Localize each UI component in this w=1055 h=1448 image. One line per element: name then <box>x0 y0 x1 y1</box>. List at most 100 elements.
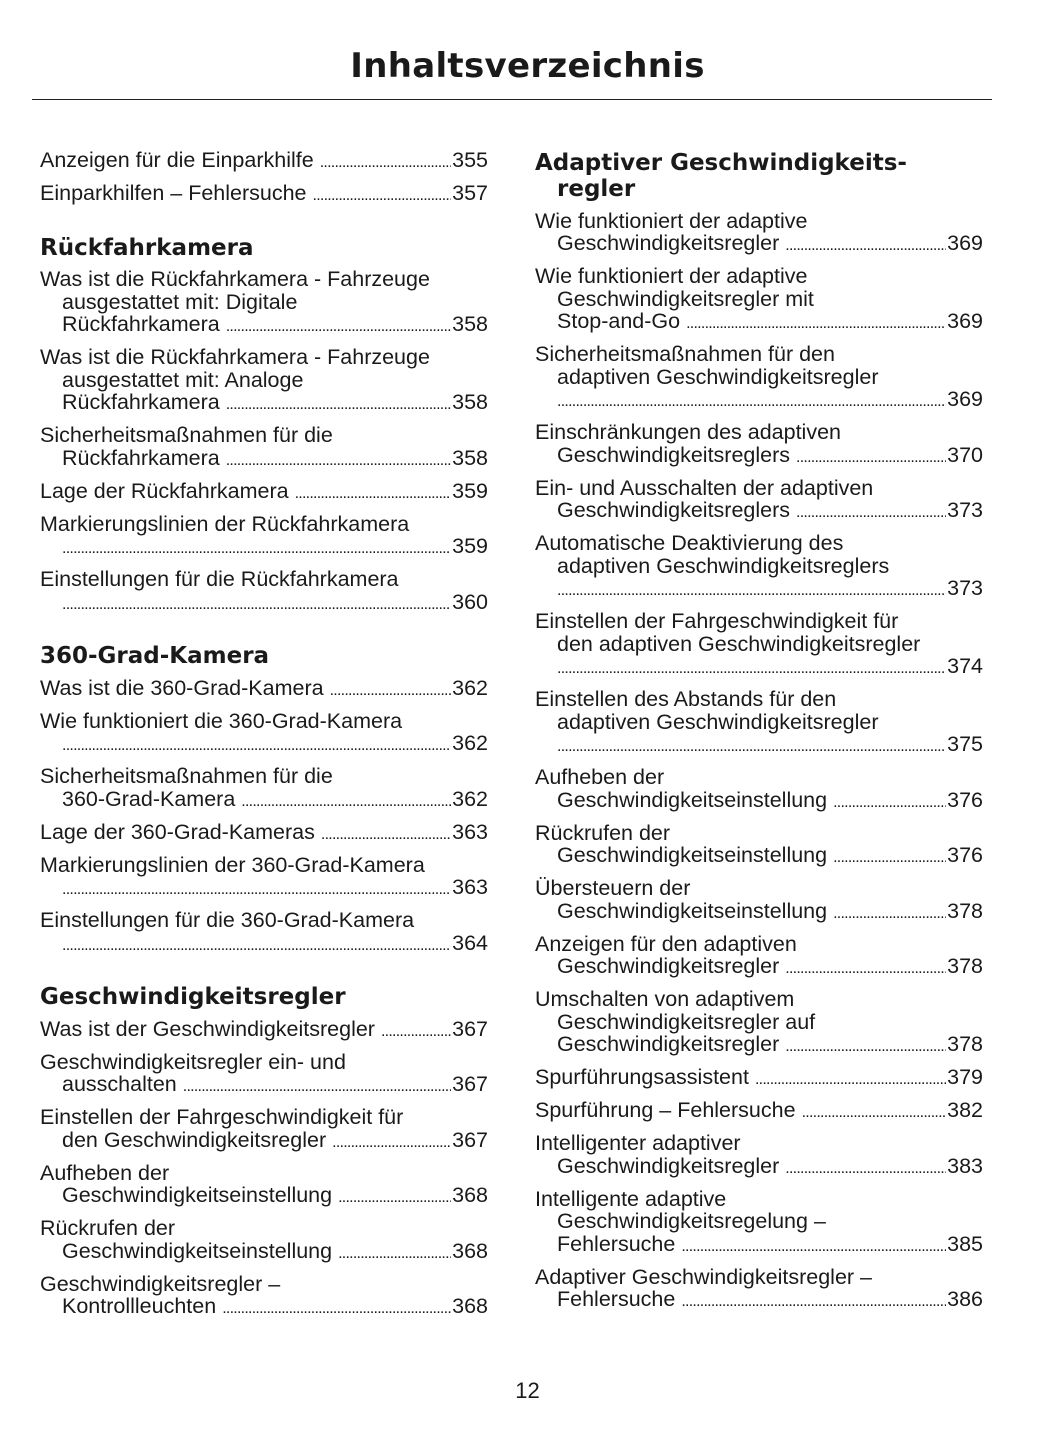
dot-leader <box>785 232 946 258</box>
toc-page-number[interactable]: 367 <box>452 1127 488 1152</box>
toc-entry[interactable]: Spurführung – Fehlersuche 382 <box>535 1099 983 1125</box>
toc-entry-text: Geschwindigkeitsregler <box>557 1032 780 1056</box>
toc-page-number[interactable]: 355 <box>452 148 488 172</box>
toc-entry[interactable]: Automatische Deaktivierung des adaptiven … <box>535 532 983 603</box>
toc-entry[interactable]: Lage der Rückfahrkamera 359 <box>40 478 488 506</box>
toc-page-number[interactable]: 378 <box>947 898 983 923</box>
toc-entry-text: den Geschwindigkeitsregler <box>62 1127 327 1152</box>
toc-page-number[interactable]: 369 <box>947 231 983 255</box>
toc-page-number[interactable]: 357 <box>452 181 488 205</box>
toc-page-number[interactable]: 376 <box>947 787 983 812</box>
toc-entry[interactable]: Markierungslinien der Rückfahrkamera 359 <box>40 512 488 561</box>
toc-entry[interactable]: Einstellungen für die 360-Grad-Kamera 364 <box>40 909 488 957</box>
toc-page-number[interactable]: 358 <box>452 312 488 336</box>
toc-page-number[interactable]: 358 <box>452 390 488 414</box>
toc-entry[interactable]: Anzeigen für die Einparkhilfe 355 <box>40 149 488 175</box>
toc-entry[interactable]: Was ist die Rückfahrkamera - Fahrzeuge au… <box>40 268 488 339</box>
toc-entry[interactable]: Übersteuern der Geschwindigkeitseinstellu… <box>535 877 983 925</box>
toc-page-number[interactable]: 358 <box>452 445 488 470</box>
toc-page-number[interactable]: 385 <box>947 1231 983 1256</box>
toc-page-number[interactable]: 374 <box>947 654 983 678</box>
toc-page-number[interactable]: 369 <box>947 309 983 333</box>
toc-entry[interactable]: Einstellungen für die Rückfahrkamera 360 <box>40 568 488 616</box>
dot-leader <box>557 733 946 759</box>
toc-page-number[interactable]: 378 <box>947 1032 983 1056</box>
dot-leader <box>833 844 946 870</box>
toc-entry[interactable]: Einparkhilfen – Fehlersuche 357 <box>40 182 488 208</box>
toc-page-number[interactable]: 373 <box>947 498 983 522</box>
toc-entry-text: Einschränkungen des adaptiven <box>535 420 841 444</box>
toc-entry[interactable]: Wie funktioniert der adaptive Geschwindig… <box>535 265 983 336</box>
toc-page-number[interactable]: 362 <box>452 786 488 811</box>
toc-entry[interactable]: Was ist der Geschwindigkeitsregler 367 <box>40 1016 488 1044</box>
toc-entry[interactable]: Sicherheitsmaßnahmen für den adaptiven Ge… <box>535 343 983 414</box>
toc-entry-last-line: ausschalten 367 <box>40 1073 488 1099</box>
toc-entry-text: Sicherheitsmaßnahmen für den <box>535 342 835 366</box>
dot-leader <box>785 955 946 981</box>
toc-page-number[interactable]: 373 <box>947 576 983 600</box>
dot-leader <box>332 1129 451 1155</box>
dot-leader <box>381 1018 451 1044</box>
toc-entry[interactable]: Sicherheitsmaßnahmen für die Rückfahrkame… <box>40 424 488 472</box>
toc-page-number[interactable]: 362 <box>452 675 488 700</box>
toc-entry-last-line: Lage der Rückfahrkamera 359 <box>40 478 488 506</box>
toc-page-number[interactable]: 363 <box>452 875 488 899</box>
toc-page-number[interactable]: 369 <box>947 387 983 411</box>
toc-entry[interactable]: Sicherheitsmaßnahmen für die 360-Grad-Kam… <box>40 765 488 813</box>
toc-page-number[interactable]: 367 <box>452 1072 488 1096</box>
toc-page-number[interactable]: 363 <box>452 819 488 844</box>
toc-entry[interactable]: Einstellen der Fahrgeschwindigkeit für de… <box>535 610 983 681</box>
toc-page-number[interactable]: 375 <box>947 732 983 756</box>
toc-page-number[interactable]: 383 <box>947 1153 983 1178</box>
toc-page-number[interactable]: 368 <box>452 1238 488 1263</box>
toc-entry[interactable]: Markierungslinien der 360-Grad-Kamera 363 <box>40 853 488 902</box>
toc-entry[interactable]: Intelligente adaptive Geschwindigkeitsreg… <box>535 1187 983 1259</box>
toc-entry-text: Spurführungsassistent <box>535 1065 749 1089</box>
toc-entry[interactable]: Lage der 360-Grad-Kameras 363 <box>40 819 488 847</box>
toc-page-number[interactable]: 378 <box>947 954 983 978</box>
toc-entry[interactable]: Spurführungsassistent 379 <box>535 1066 983 1092</box>
toc-entry-last-line: Geschwindigkeitsreglers 373 <box>535 499 983 525</box>
toc-entry[interactable]: Geschwindigkeitsregler ein- und ausschalt… <box>40 1050 488 1099</box>
toc-entry[interactable]: Anzeigen für den adaptiven Geschwindigkei… <box>535 931 983 981</box>
toc-entry[interactable]: Was ist die 360-Grad-Kamera 362 <box>40 675 488 703</box>
toc-entry-text: Einstellungen für die Rückfahrkamera <box>40 567 399 591</box>
toc-page-number[interactable]: 368 <box>452 1294 488 1318</box>
toc-entry-last-line: Lage der 360-Grad-Kameras 363 <box>40 819 488 847</box>
toc-page-number[interactable]: 359 <box>452 478 488 503</box>
toc-entry[interactable]: Wie funktioniert die 360-Grad-Kamera 362 <box>40 708 488 758</box>
toc-page-number[interactable]: 382 <box>947 1098 983 1122</box>
toc-page-number[interactable]: 379 <box>947 1065 983 1089</box>
toc-entry[interactable]: Was ist die Rückfahrkamera - Fahrzeuge au… <box>40 346 488 417</box>
toc-page-number[interactable]: 359 <box>452 534 488 558</box>
toc-entry-text: Geschwindigkeitseinstellung <box>557 898 828 923</box>
toc-entry[interactable]: Adaptiver Geschwindigkeitsregler – Fehler… <box>535 1265 983 1314</box>
toc-entry[interactable]: Geschwindigkeitsregler – Kontrollleuchten… <box>40 1272 488 1321</box>
toc-entry-text: Was ist die 360-Grad-Kamera <box>40 675 324 700</box>
toc-entry[interactable]: Wie funktioniert der adaptive Geschwindig… <box>535 209 983 258</box>
toc-entry[interactable]: Umschalten von adaptivem Geschwindigkeits… <box>535 988 983 1059</box>
dot-leader <box>62 932 451 958</box>
toc-page-number[interactable]: 370 <box>947 442 983 467</box>
toc-entry-text: Wie funktioniert der adaptive <box>535 264 808 288</box>
toc-entry[interactable]: Intelligenter adaptiver Geschwindigkeitsr… <box>535 1132 983 1180</box>
toc-entry[interactable]: Rückrufen der Geschwindigkeitseinstellung… <box>535 821 983 870</box>
dot-leader <box>802 1099 947 1125</box>
toc-page-number[interactable]: 362 <box>452 731 488 755</box>
toc-entry-text: Wie funktioniert die 360-Grad-Kamera <box>40 708 403 733</box>
toc-entry-last-line: 360 <box>40 589 488 617</box>
toc-entry-text: Anzeigen für den adaptiven <box>535 931 797 956</box>
toc-page-number[interactable]: 376 <box>947 843 983 867</box>
toc-page-number[interactable]: 364 <box>452 930 488 955</box>
toc-page-number[interactable]: 386 <box>947 1287 983 1311</box>
toc-page-number[interactable]: 367 <box>452 1016 488 1041</box>
toc-entry[interactable]: Einstellen des Abstands für den adaptiven… <box>535 688 983 759</box>
toc-page-number[interactable]: 360 <box>452 589 488 614</box>
toc-page-number[interactable]: 368 <box>452 1183 488 1207</box>
toc-entry[interactable]: Einstellen der Fahrgeschwindigkeit für de… <box>40 1106 488 1154</box>
toc-entry[interactable]: Rückrufen der Geschwindigkeitseinstellung… <box>40 1217 488 1265</box>
toc-entry[interactable]: Einschränkungen des adaptiven Geschwindig… <box>535 421 983 469</box>
toc-entry[interactable]: Ein- und Ausschalten der adaptiven Geschw… <box>535 476 983 525</box>
